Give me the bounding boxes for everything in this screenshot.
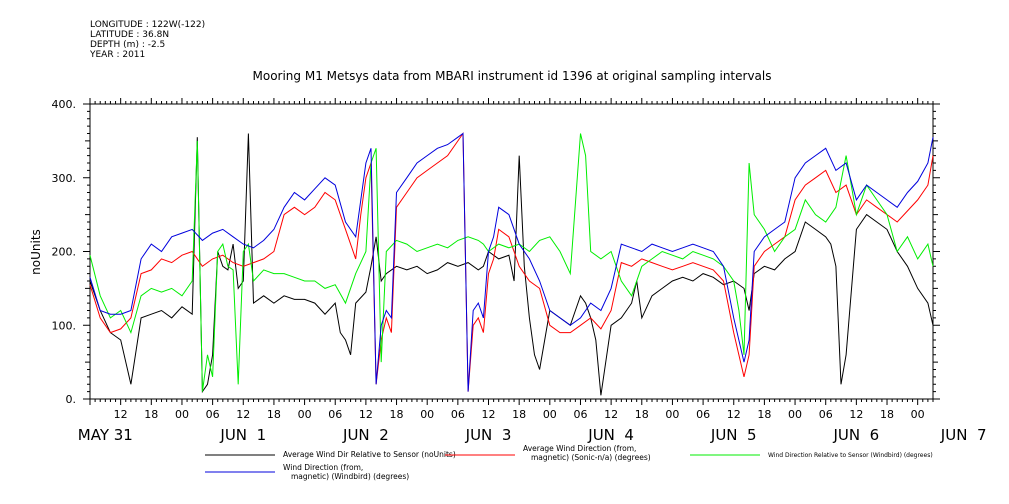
- legend-label-3: Wind Direction Relative to Sensor (Windb…: [768, 452, 933, 459]
- x-hour-label: 00: [420, 408, 434, 421]
- y-axis-label: noUnits: [29, 229, 43, 275]
- x-hour-label: 12: [849, 408, 863, 421]
- x-hour-label: 06: [696, 408, 710, 421]
- x-date-label: JUN 2: [342, 426, 389, 444]
- series-group: [89, 131, 934, 396]
- x-date-label: JUN 1: [219, 426, 266, 444]
- x-date-label: JUN 5: [710, 426, 757, 444]
- meta-year: YEAR : 2011: [90, 50, 146, 60]
- x-hour-label: 00: [175, 408, 189, 421]
- series-line-3: [89, 133, 934, 392]
- x-hour-label: 00: [788, 408, 802, 421]
- y-tick-label: 200.: [52, 246, 77, 259]
- x-date-label: MAY 31: [78, 426, 133, 444]
- y-tick-label: 400.: [52, 98, 77, 111]
- x-hour-label: 06: [451, 408, 465, 421]
- x-date-label: JUN 4: [587, 426, 634, 444]
- x-hour-label: 12: [114, 408, 128, 421]
- y-tick-label: 0.: [66, 393, 77, 406]
- legend: Average Wind Dir Relative to Sensor (noU…: [205, 444, 933, 481]
- x-hour-label: 18: [390, 408, 404, 421]
- legend-label-1: Average Wind Dir Relative to Sensor (noU…: [283, 450, 456, 459]
- x-hour-label: 00: [543, 408, 557, 421]
- x-date-label: JUN 7: [940, 426, 987, 444]
- legend-label-2: Average Wind Direction (from, magnetic) (…: [523, 444, 651, 462]
- x-hour-label: 12: [727, 408, 741, 421]
- x-date-label: JUN 3: [465, 426, 512, 444]
- meta-latitude: LATITUDE : 36.8N: [90, 30, 170, 40]
- series-line-4: [89, 132, 934, 392]
- x-hour-label: 12: [359, 408, 373, 421]
- x-date-label: JUN 6: [833, 426, 880, 444]
- x-hour-label: 18: [635, 408, 649, 421]
- chart-title: Mooring M1 Metsys data from MBARI instru…: [253, 69, 772, 83]
- x-hour-label: 18: [757, 408, 771, 421]
- x-hour-label: 12: [482, 408, 496, 421]
- x-hour-label: 06: [206, 408, 220, 421]
- x-hour-label: 00: [298, 408, 312, 421]
- x-hour-label: 06: [819, 408, 833, 421]
- legend-label-4: Wind Direction (from, magnetic) (Windbird…: [283, 463, 409, 481]
- y-tick-label: 100.: [52, 319, 77, 332]
- meta-depth: DEPTH (m) : -2.5: [90, 40, 166, 50]
- x-hour-label: 18: [267, 408, 281, 421]
- x-hour-label: 12: [604, 408, 618, 421]
- x-hour-label: 06: [573, 408, 587, 421]
- x-hour-label: 18: [880, 408, 894, 421]
- x-hour-label: 06: [328, 408, 342, 421]
- x-hour-label: 12: [236, 408, 250, 421]
- series-line-1: [89, 133, 934, 396]
- x-hour-label: 18: [144, 408, 158, 421]
- series-line-2: [89, 131, 934, 392]
- x-hour-label: 18: [512, 408, 526, 421]
- metadata-block: LONGITUDE : 122W(-122) LATITUDE : 36.8N …: [90, 20, 205, 60]
- x-hour-label: 00: [911, 408, 925, 421]
- y-tick-label: 300.: [52, 172, 77, 185]
- axis-ticks: [83, 98, 940, 405]
- meta-longitude: LONGITUDE : 122W(-122): [90, 20, 206, 30]
- x-hour-label: 00: [665, 408, 679, 421]
- axis-labels: 0. 100. 200. 300. 400. 12 18 00 06 12 18 00 06 12 18 00…: [52, 98, 987, 444]
- plot-frame: [89, 103, 934, 400]
